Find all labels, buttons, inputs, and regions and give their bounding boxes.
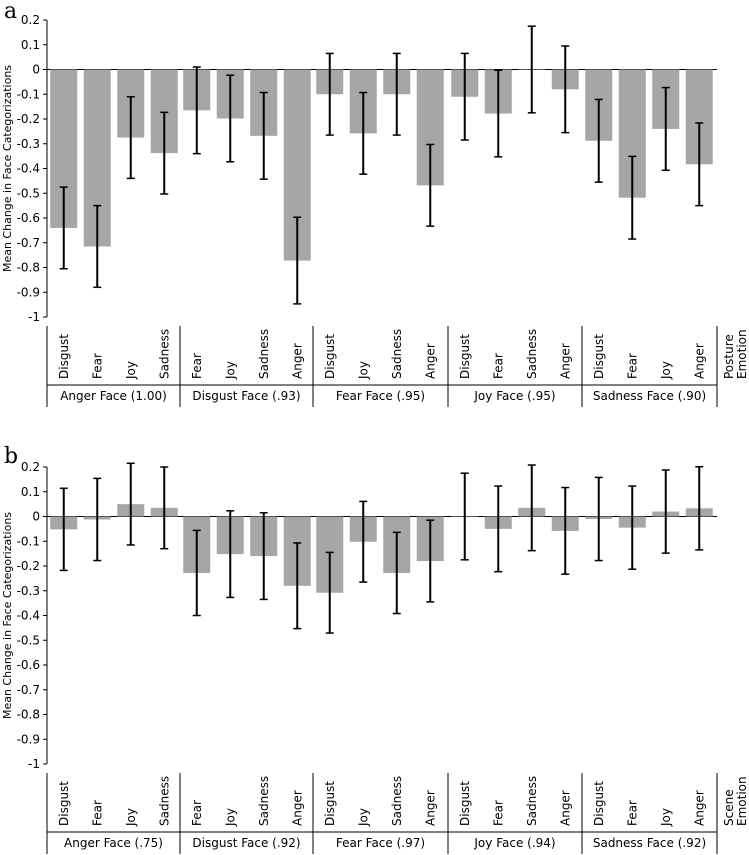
category-label: Disgust: [592, 781, 606, 826]
group-label: Disgust Face (.93): [192, 389, 300, 403]
y-tick-label: -0.8: [17, 708, 40, 722]
category-label: Anger: [423, 343, 437, 379]
category-label: Fear: [190, 800, 204, 826]
category-label: Sadness: [157, 776, 171, 826]
category-label: Joy: [124, 808, 138, 827]
y-tick-label: -0.4: [17, 609, 40, 623]
y-tick-label: -0.7: [17, 236, 40, 250]
y-tick-label: 0.1: [21, 485, 40, 499]
group-label: Anger Face (1.00): [60, 389, 167, 403]
y-tick-label: -1: [28, 310, 40, 324]
category-label: Anger: [558, 790, 572, 826]
y-tick-label: -0.7: [17, 683, 40, 697]
category-label: Sadness: [525, 776, 539, 826]
category-label: Anger: [423, 790, 437, 826]
category-label: Joy: [223, 361, 237, 380]
y-tick-label: -0.3: [17, 137, 40, 151]
group-label: Disgust Face (.92): [192, 836, 300, 850]
category-label: Fear: [90, 800, 104, 826]
group-label: Joy Face (.95): [473, 389, 555, 403]
category-label: Fear: [491, 800, 505, 826]
category-label: Fear: [625, 353, 639, 379]
category-label: Anger: [692, 343, 706, 379]
y-tick-label: -0.6: [17, 211, 40, 225]
category-label: Joy: [659, 808, 673, 827]
y-tick-label: 0: [32, 510, 40, 524]
category-label: Joy: [659, 361, 673, 380]
group-label: Fear Face (.97): [336, 836, 425, 850]
category-label: Fear: [90, 353, 104, 379]
context-label-line2: Emotion: [735, 329, 749, 379]
group-label: Joy Face (.94): [473, 836, 555, 850]
group-label: Anger Face (.75): [64, 836, 163, 850]
y-tick-label: -0.5: [17, 633, 40, 647]
category-label: Sadness: [257, 776, 271, 826]
category-label: Fear: [491, 353, 505, 379]
category-label: Sadness: [525, 329, 539, 379]
context-label-line1: Posture: [722, 334, 736, 379]
context-label-line2: Emotion: [735, 776, 749, 826]
category-label: Anger: [558, 343, 572, 379]
y-tick-label: 0.2: [21, 460, 40, 474]
category-label: Disgust: [458, 334, 472, 379]
y-tick-label: -0.2: [17, 559, 40, 573]
y-tick-label: 0.2: [21, 13, 40, 27]
y-tick-label: -0.1: [17, 87, 40, 101]
group-label: Fear Face (.95): [336, 389, 425, 403]
group-label: Sadness Face (.92): [593, 836, 706, 850]
y-tick-label: -0.5: [17, 186, 40, 200]
category-label: Disgust: [592, 334, 606, 379]
y-tick-label: -0.8: [17, 261, 40, 275]
chart-panel-b: b Mean Change in Face Categorizations 0.2 0…: [1, 444, 749, 854]
category-label: Anger: [290, 343, 304, 379]
category-label: Anger: [290, 790, 304, 826]
category-label: Sadness: [157, 329, 171, 379]
category-label: Fear: [190, 353, 204, 379]
category-label: Disgust: [57, 334, 71, 379]
y-tick-label: -0.2: [17, 112, 40, 126]
y-tick-label: -0.1: [17, 534, 40, 548]
category-label: Sadness: [257, 329, 271, 379]
category-label: Joy: [124, 361, 138, 380]
y-axis-title: Mean Change in Face Categorizations: [1, 65, 14, 272]
category-label: Fear: [625, 800, 639, 826]
panel-label: b: [4, 444, 18, 469]
panel-label: a: [4, 0, 17, 24]
category-label: Anger: [692, 790, 706, 826]
y-tick-label: -0.4: [17, 162, 40, 176]
category-label: Sadness: [390, 776, 404, 826]
y-tick-label: 0: [32, 63, 40, 77]
category-label: Sadness: [390, 329, 404, 379]
category-label: Joy: [223, 808, 237, 827]
category-label: Joy: [356, 808, 370, 827]
group-label: Sadness Face (.90): [593, 389, 706, 403]
y-axis-title: Mean Change in Face Categorizations: [1, 512, 14, 719]
category-label: Disgust: [57, 781, 71, 826]
chart-panel-a: a Mean Change in Face Categorizations 0.2 0…: [1, 0, 749, 407]
context-label-line1: Scene: [722, 789, 736, 826]
category-label: Joy: [356, 361, 370, 380]
y-tick-label: -0.9: [17, 285, 40, 299]
category-label: Disgust: [458, 781, 472, 826]
y-tick-label: -0.9: [17, 732, 40, 746]
y-tick-label: -0.6: [17, 658, 40, 672]
y-tick-label: -1: [28, 757, 40, 771]
y-tick-label: -0.3: [17, 584, 40, 598]
category-label: Disgust: [323, 334, 337, 379]
category-label: Disgust: [323, 781, 337, 826]
y-tick-label: 0.1: [21, 38, 40, 52]
